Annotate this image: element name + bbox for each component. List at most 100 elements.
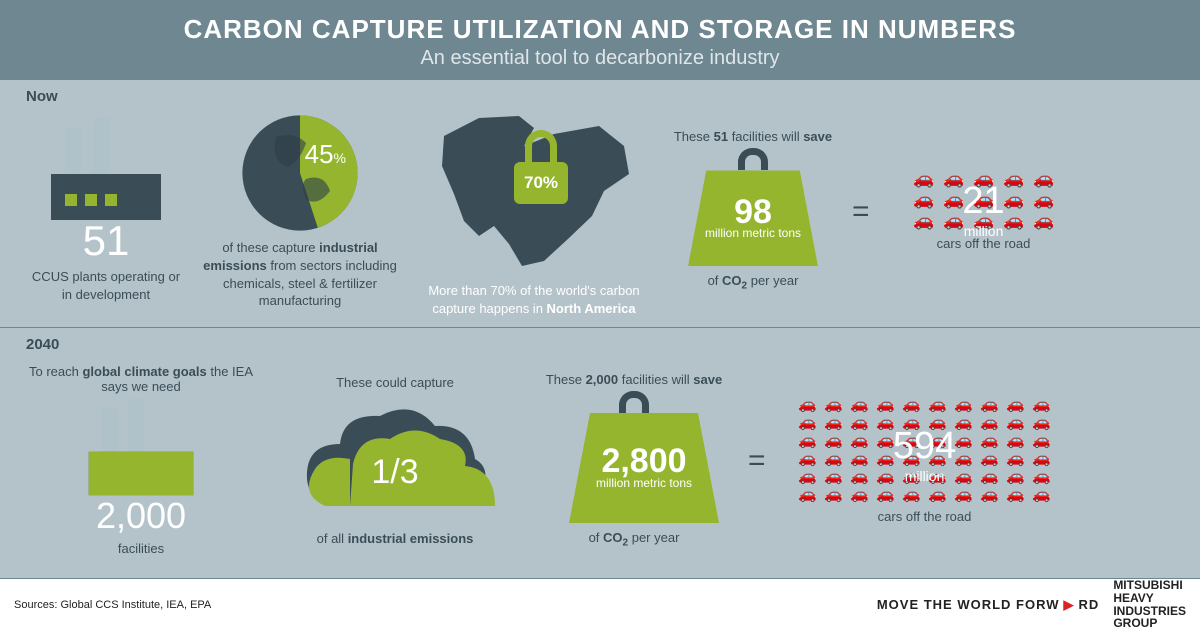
car-icon: 🚗 (1031, 191, 1057, 208)
car-icon: 🚗 (911, 170, 937, 187)
car-icon: 🚗 (1030, 397, 1053, 412)
cloud-pre: These could capture (336, 375, 454, 390)
equals-sign: = (748, 444, 766, 478)
car-icon: 🚗 (1004, 487, 1027, 502)
car-icon: 🚗 (796, 433, 819, 448)
north-america-icon: 70% (424, 106, 644, 276)
section-label-2040: 2040 (26, 336, 59, 353)
cars-caption-2040: cars off the road (878, 508, 972, 526)
car-icon: 🚗 (1030, 487, 1053, 502)
car-icon: 🚗 (796, 469, 819, 484)
car-icon: 🚗 (1004, 433, 1027, 448)
car-icon: 🚗 (911, 191, 937, 208)
weight-pre-2040: These 2,000 facilities will save (546, 372, 722, 387)
stat-cars-2040: 🚗🚗🚗🚗🚗🚗🚗🚗🚗🚗🚗🚗🚗🚗🚗🚗🚗🚗🚗🚗🚗🚗🚗🚗🚗🚗🚗🚗🚗🚗🚗🚗🚗🚗🚗🚗🚗🚗🚗🚗… (780, 397, 1070, 526)
weight-caption-2040: of CO2 per year (589, 529, 680, 550)
car-icon: 🚗 (900, 487, 923, 502)
car-icon: 🚗 (1030, 415, 1053, 430)
footer: Sources: Global CCS Institute, IEA, EPA … (0, 578, 1200, 630)
stat-plants-now: 51 CCUS plants operating or in developme… (26, 120, 186, 303)
car-icon: 🚗 (926, 487, 949, 502)
stat-pie: 45% of these capture industrial emission… (200, 113, 400, 309)
car-icon: 🚗 (822, 415, 845, 430)
factory-icon (51, 120, 161, 220)
car-icon: 🚗 (796, 397, 819, 412)
cloud-icon: 1/3 (295, 394, 495, 524)
car-icon: 🚗 (848, 451, 871, 466)
weight-unit: million metric tons (705, 227, 801, 240)
section-label-now: Now (26, 88, 58, 105)
pie-caption: of these capture industrial emissions fr… (200, 239, 400, 309)
page-title: CARBON CAPTURE UTILIZATION AND STORAGE I… (0, 14, 1200, 45)
tagline: MOVE THE WORLD FORW▶RD (877, 597, 1099, 613)
cloud-fraction: 1/3 (295, 453, 495, 492)
weight-number: 98 (734, 197, 772, 228)
map-percent: 70% (514, 162, 568, 204)
car-icon: 🚗 (952, 487, 975, 502)
car-icon: 🚗 (822, 451, 845, 466)
factory-icon (89, 401, 194, 496)
plants-caption: CCUS plants operating or in development (26, 268, 186, 303)
car-icon: 🚗 (911, 212, 937, 229)
weight-icon: 2,800 million metric tons (569, 391, 699, 523)
car-icon: 🚗 (848, 469, 871, 484)
stat-cloud: These could capture 1/3 of all industria… (270, 375, 520, 548)
plants-number-2040: 2,000 (96, 498, 186, 534)
pie-percent: 45% (305, 139, 346, 170)
stat-weight-2040: These 2,000 facilities will save 2,800 m… (534, 372, 734, 550)
plants-number: 51 (83, 220, 130, 262)
cars-number-2040: 594million (893, 425, 956, 484)
car-icon: 🚗 (1031, 170, 1057, 187)
lock-icon: 70% (514, 130, 568, 198)
car-icon: 🚗 (926, 397, 949, 412)
header: CARBON CAPTURE UTILIZATION AND STORAGE I… (0, 0, 1200, 80)
equals-sign: = (852, 195, 870, 229)
car-icon: 🚗 (1030, 469, 1053, 484)
section-now: Now 51 CCUS plants operating or in devel… (0, 80, 1200, 328)
car-icon: 🚗 (796, 415, 819, 430)
map-caption: More than 70% of the world's carbon capt… (414, 282, 654, 317)
stat-plants-2040: To reach global climate goals the IEA sa… (26, 364, 256, 558)
stat-weight-now: These 51 facilities will save 98 million… (668, 129, 838, 293)
car-icon: 🚗 (822, 487, 845, 502)
weight-unit-2040: million metric tons (596, 477, 692, 490)
page-subtitle: An essential tool to decarbonize industr… (0, 47, 1200, 70)
car-icon: 🚗 (822, 469, 845, 484)
sources-text: Sources: Global CCS Institute, IEA, EPA (14, 599, 211, 611)
globe-pie-icon: 45% (240, 113, 360, 233)
stat-cars-now: 🚗🚗🚗🚗🚗🚗🚗🚗🚗🚗🚗🚗🚗🚗🚗 21million cars off the r… (884, 170, 1084, 253)
car-icon: 🚗 (1004, 415, 1027, 430)
car-icon: 🚗 (874, 397, 897, 412)
car-icon: 🚗 (952, 397, 975, 412)
plants-caption-2040: facilities (118, 540, 164, 558)
cars-number: 21million (962, 180, 1004, 239)
weight-icon: 98 million metric tons (688, 148, 818, 266)
car-icon: 🚗 (1030, 433, 1053, 448)
car-icon: 🚗 (978, 415, 1001, 430)
weight-caption: of CO2 per year (708, 272, 799, 293)
plants-pre: To reach global climate goals the IEA sa… (26, 364, 256, 394)
car-icon: 🚗 (848, 487, 871, 502)
car-icon: 🚗 (874, 487, 897, 502)
car-icon: 🚗 (978, 451, 1001, 466)
car-icon: 🚗 (796, 487, 819, 502)
car-icon: 🚗 (1031, 212, 1057, 229)
weight-number-2040: 2,800 (601, 446, 686, 477)
brand-logo: MITSUBISHIHEAVYINDUSTRIESGROUP (1113, 579, 1186, 629)
cloud-caption: of all industrial emissions (317, 530, 474, 548)
car-icon: 🚗 (978, 487, 1001, 502)
car-icon: 🚗 (848, 415, 871, 430)
weight-pre: These 51 facilities will save (674, 129, 832, 144)
stat-map: 70% More than 70% of the world's carbon … (414, 106, 654, 317)
triangle-icon: ▶ (1064, 597, 1075, 613)
car-icon: 🚗 (822, 397, 845, 412)
car-icon: 🚗 (978, 433, 1001, 448)
car-icon: 🚗 (848, 397, 871, 412)
car-icon: 🚗 (822, 433, 845, 448)
car-icon: 🚗 (1004, 469, 1027, 484)
car-icon: 🚗 (978, 397, 1001, 412)
car-icon: 🚗 (848, 433, 871, 448)
car-icon: 🚗 (978, 469, 1001, 484)
car-icon: 🚗 (900, 397, 923, 412)
car-icon: 🚗 (1004, 397, 1027, 412)
